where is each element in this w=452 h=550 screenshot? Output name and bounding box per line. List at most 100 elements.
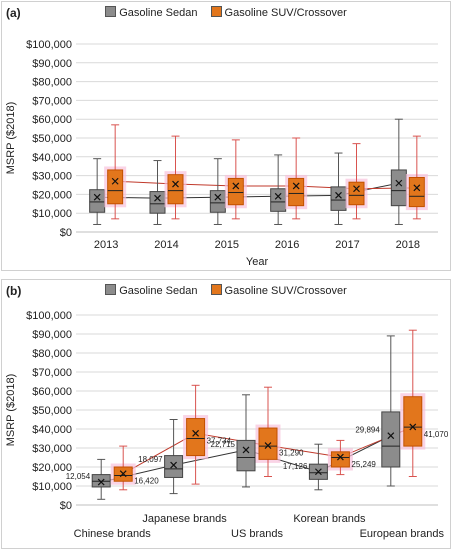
mean-marker-suv bbox=[353, 185, 360, 193]
legend: Gasoline Sedan Gasoline SUV/Crossover bbox=[0, 6, 452, 19]
box-sedan bbox=[149, 191, 166, 214]
mean-marker-suv bbox=[111, 177, 119, 185]
legend: Gasoline Sedan Gasoline SUV/Crossover bbox=[0, 284, 452, 297]
y-tick-label: $10,000 bbox=[32, 208, 72, 220]
y-tick-label: $90,000 bbox=[32, 58, 72, 70]
mean-marker-sedan bbox=[274, 192, 282, 200]
panel-frame bbox=[1, 1, 451, 271]
legend-swatch-suv bbox=[210, 6, 222, 17]
box-sedan bbox=[381, 411, 401, 468]
mean-marker-sedan bbox=[242, 446, 250, 454]
box-sedan bbox=[89, 189, 106, 213]
y-tick-label: $60,000 bbox=[32, 386, 72, 398]
mean-marker-suv bbox=[413, 184, 421, 192]
x-tick-label: US brands bbox=[231, 528, 283, 540]
x-tick-label: 2015 bbox=[215, 239, 239, 251]
mean-marker-suv bbox=[192, 429, 200, 437]
y-tick-label: $0 bbox=[60, 227, 72, 239]
data-label-sedan: 18,097 bbox=[138, 455, 163, 464]
y-tick-label: $50,000 bbox=[32, 405, 72, 417]
data-label-sedan: 29,894 bbox=[355, 426, 380, 435]
data-label-sedan: 22,715 bbox=[211, 440, 236, 449]
box-sedan bbox=[164, 455, 184, 478]
box-suv bbox=[227, 177, 244, 206]
mean-marker-suv bbox=[232, 182, 240, 190]
y-tick-label: $0 bbox=[60, 500, 72, 512]
y-tick-label: $70,000 bbox=[32, 95, 72, 107]
legend-label-suv: Gasoline SUV/Crossover bbox=[224, 7, 347, 19]
chart-panel-b: (b) Gasoline Sedan Gasoline SUV/Crossove… bbox=[0, 278, 452, 550]
mean-marker-sedan bbox=[387, 432, 395, 440]
legend-item-sedan: Gasoline Sedan bbox=[105, 284, 197, 297]
y-tick-label: $40,000 bbox=[32, 424, 72, 436]
box-suv bbox=[348, 181, 365, 206]
x-tick-label: 2016 bbox=[275, 239, 299, 251]
y-axis-title: MSRP ($2018) bbox=[5, 102, 17, 175]
data-label-suv: 41,070 bbox=[424, 430, 449, 439]
data-label-sedan: 17,126 bbox=[283, 462, 308, 471]
box-sedan bbox=[236, 439, 256, 472]
x-tick-label: Japanese brands bbox=[142, 513, 227, 525]
panel-label: (b) bbox=[6, 284, 22, 298]
box-sedan bbox=[209, 190, 226, 213]
legend-label-suv: Gasoline SUV/Crossover bbox=[224, 285, 347, 297]
mean-marker-suv bbox=[292, 182, 300, 190]
mean-marker-suv bbox=[119, 470, 127, 478]
mean-marker-sedan bbox=[170, 461, 178, 469]
x-tick-label: European brands bbox=[360, 528, 445, 540]
legend-item-suv: Gasoline SUV/Crossover bbox=[210, 6, 347, 19]
mean-marker-sedan bbox=[154, 194, 161, 202]
mean-marker-suv bbox=[264, 442, 272, 449]
y-tick-label: $80,000 bbox=[32, 77, 72, 89]
x-tick-label: 2014 bbox=[154, 239, 178, 251]
panel-frame bbox=[1, 279, 451, 549]
mean-marker-sedan bbox=[335, 191, 342, 199]
legend-label-sedan: Gasoline Sedan bbox=[119, 285, 198, 297]
mean-marker-suv bbox=[336, 453, 344, 461]
mean-marker-suv bbox=[409, 423, 417, 431]
box-suv bbox=[330, 451, 350, 468]
box-sedan bbox=[270, 188, 287, 212]
x-tick-label: 2018 bbox=[396, 239, 420, 251]
data-label-sedan: 12,054 bbox=[66, 472, 91, 481]
mean-marker-sedan bbox=[93, 193, 101, 201]
legend-item-suv: Gasoline SUV/Crossover bbox=[210, 284, 347, 297]
y-tick-label: $30,000 bbox=[32, 443, 72, 455]
box-suv bbox=[403, 396, 423, 447]
box-suv bbox=[186, 418, 206, 457]
x-tick-label: Chinese brands bbox=[74, 528, 152, 540]
data-label-suv: 31,290 bbox=[279, 449, 304, 458]
x-tick-label: Korean brands bbox=[293, 513, 366, 525]
y-tick-label: $30,000 bbox=[32, 171, 72, 183]
y-axis-title: MSRP ($2018) bbox=[5, 374, 17, 447]
chart-panel-a: (a) Gasoline Sedan Gasoline SUV/Crossove… bbox=[0, 0, 452, 272]
box-sedan bbox=[330, 186, 347, 211]
legend-swatch-sedan bbox=[105, 284, 117, 295]
x-axis-title: Year bbox=[246, 256, 269, 268]
y-tick-label: $80,000 bbox=[32, 348, 72, 360]
box-suv bbox=[288, 177, 305, 207]
mean-marker-suv bbox=[172, 180, 179, 188]
y-tick-label: $50,000 bbox=[32, 133, 72, 145]
data-label-suv: 37,734 bbox=[207, 436, 232, 445]
legend-item-sedan: Gasoline Sedan bbox=[105, 6, 197, 19]
mean-marker-sedan bbox=[97, 478, 105, 486]
legend-swatch-suv bbox=[210, 284, 222, 295]
y-tick-label: $70,000 bbox=[32, 367, 72, 379]
data-label-suv: 16,420 bbox=[134, 477, 159, 486]
boxplot-a: $0 $10,000 $20,000 $30,000 $40,000 $50,000 $60… bbox=[5, 39, 438, 268]
y-tick-label: $100,000 bbox=[26, 39, 72, 51]
box-suv bbox=[408, 176, 425, 208]
y-tick-label: $20,000 bbox=[32, 189, 72, 201]
mean-line-suv bbox=[115, 180, 417, 190]
x-tick-label: 2013 bbox=[94, 239, 118, 251]
y-tick-label: $100,000 bbox=[26, 310, 72, 322]
y-tick-label: $40,000 bbox=[32, 152, 72, 164]
boxplot-b: $0 $10,000 $20,000 $30,000 $40,000 $50,000 $60… bbox=[5, 310, 449, 540]
y-tick-label: $60,000 bbox=[32, 114, 72, 126]
legend-swatch-sedan bbox=[105, 6, 117, 17]
panel-label: (a) bbox=[6, 6, 21, 20]
y-tick-label: $20,000 bbox=[32, 462, 72, 474]
box-sedan bbox=[390, 169, 407, 207]
y-tick-label: $10,000 bbox=[32, 481, 72, 493]
